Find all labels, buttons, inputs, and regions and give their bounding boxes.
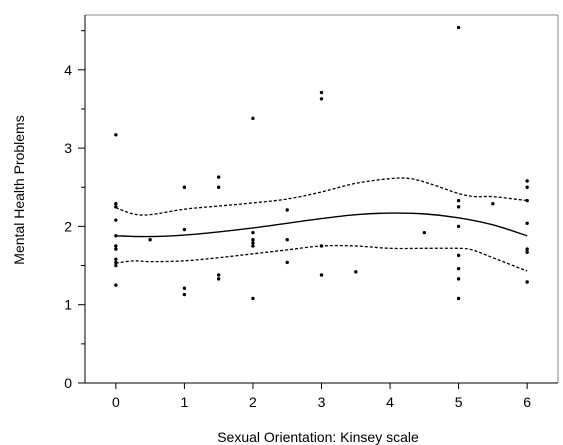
plot-frame — [85, 14, 559, 383]
y-tick-label: 2 — [64, 218, 72, 234]
scatter-point — [525, 179, 529, 183]
scatter-point — [456, 296, 461, 301]
axes: 0 1 2 3 4 0 1 2 3 4 5 6 — [64, 15, 558, 410]
scatter-point — [525, 185, 529, 189]
ci-lower-line — [115, 244, 528, 272]
scatter-point — [285, 260, 289, 265]
x-tick-label: 0 — [112, 394, 120, 410]
scatter-point — [319, 273, 324, 277]
scatter-point — [285, 238, 289, 242]
scatter-point — [114, 263, 118, 268]
scatter-point — [319, 244, 324, 248]
scatter-point — [114, 201, 118, 206]
scatter-point — [148, 238, 152, 242]
scatter-point — [491, 201, 495, 206]
scatter-point — [216, 273, 221, 277]
y-tick-label: 0 — [64, 375, 72, 391]
scatter-point — [525, 221, 529, 225]
scatter-point — [114, 247, 118, 251]
scatter-point — [456, 266, 461, 271]
scatter-point — [525, 250, 529, 254]
axis-labels: Sexual Orientation: Kinsey scale Mental … — [11, 115, 419, 445]
scatter-point — [251, 296, 255, 301]
x-axis-label: Sexual Orientation: Kinsey scale — [217, 429, 419, 445]
scatter-point — [114, 205, 118, 209]
scatter-point — [456, 253, 461, 258]
scatter-point — [456, 25, 461, 30]
fit-line-group — [115, 212, 528, 238]
scatter-point — [182, 292, 187, 297]
ci-upper-line — [115, 177, 528, 216]
x-tick-label: 6 — [523, 394, 531, 410]
x-tick-label: 4 — [386, 394, 394, 410]
scatter-point — [114, 260, 118, 265]
x-tick-label: 1 — [181, 394, 189, 410]
scatter-points — [114, 25, 529, 301]
scatter-point — [114, 234, 118, 238]
scatter-point — [114, 133, 118, 137]
y-tick-label: 1 — [64, 297, 72, 313]
y-tick-label: 3 — [64, 140, 72, 156]
scatter-point — [525, 247, 529, 251]
scatter-point — [525, 280, 529, 284]
scatter-point — [525, 198, 529, 203]
scatter-point — [216, 175, 221, 179]
scatter-point — [182, 227, 187, 232]
scatter-point — [319, 90, 324, 95]
scatter-point — [456, 198, 461, 203]
x-tick-label: 3 — [318, 394, 326, 410]
scatter-point — [456, 224, 461, 229]
y-tick-label: 4 — [64, 62, 72, 78]
scatter-point — [216, 277, 221, 281]
scatter-point — [251, 244, 255, 248]
scatter-point — [114, 218, 118, 222]
scatter-point — [422, 230, 427, 235]
scatter-point — [319, 97, 324, 101]
scatter-point — [182, 185, 187, 189]
scatter-point — [285, 208, 289, 212]
scatter-point — [456, 277, 461, 281]
scatter-point — [182, 286, 187, 290]
scatter-point — [456, 205, 461, 209]
scatter-point — [354, 270, 358, 274]
scatter-point — [216, 185, 221, 189]
scatter-point — [114, 283, 118, 287]
scatter-point — [114, 257, 118, 261]
scatter-point — [114, 244, 118, 248]
fit-line — [115, 212, 528, 238]
x-tick-label: 2 — [249, 394, 257, 410]
confidence-band — [115, 177, 528, 272]
scatter-point — [251, 241, 255, 245]
x-tick-label: 5 — [455, 394, 463, 410]
scatter-point — [251, 230, 255, 235]
y-axis-label: Mental Health Problems — [11, 115, 27, 264]
scatter-point — [251, 116, 255, 121]
scatter-point — [251, 238, 255, 242]
